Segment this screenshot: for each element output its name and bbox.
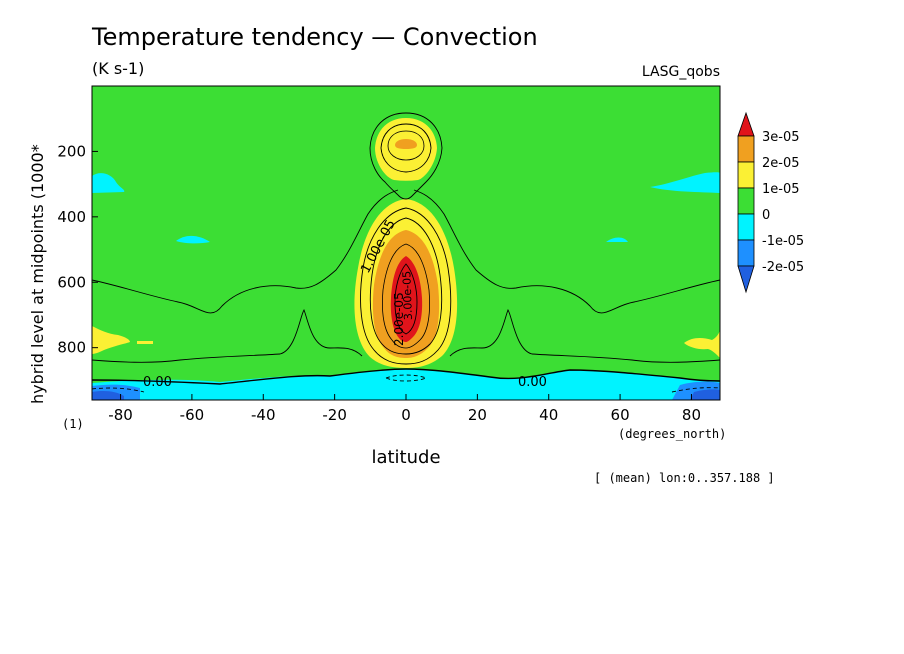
colorbar: 3e-05 2e-05 1e-05 0 -1e-05 -2e-05: [737, 111, 804, 294]
colorbar-label: 3e-05: [762, 130, 800, 145]
y-tick-label: 600: [57, 273, 86, 291]
field-positive-patch-w: [92, 326, 130, 354]
contour-line-upper-outer: [369, 112, 443, 200]
chart-title: Temperature tendency — Convection: [91, 23, 538, 51]
x-tick-label: 0: [401, 406, 411, 424]
field-negative-patch-nw: [92, 173, 125, 193]
plot-area: 0.00 0.00 1.00e-05 2.00e-05 3.00e-05: [92, 86, 720, 400]
x-tick-label: 80: [682, 406, 701, 424]
colorbar-bottom-arrow: [737, 265, 755, 294]
y-tick-label: 200: [57, 142, 86, 160]
contour-line-lower-peak: [394, 263, 418, 335]
contour-line-negative-surface: [92, 374, 720, 393]
x-tick-label: 60: [611, 406, 630, 424]
colorbar-swatch-2e-3e: [737, 135, 755, 163]
contour-line-lower-outer: [360, 207, 452, 365]
x-axis: -80 -60 -40 -20 0 20 40 60 80: [108, 394, 701, 424]
colorbar-label: 2e-05: [762, 156, 800, 171]
colorbar-swatch-1e-2e: [737, 161, 755, 189]
field-positive-upper-peak: [395, 139, 417, 149]
field-negative-near-surface: [92, 369, 720, 400]
contour-label-2e-05: 2.00e-05: [392, 292, 406, 346]
field-positive-patch-w2: [137, 341, 153, 344]
y-axis-label: hybrid level at midpoints (1000*: [28, 144, 47, 404]
contour-line-upper-mid: [380, 123, 432, 173]
contour-label-3e-05: 3.00e-05: [400, 271, 415, 321]
contour-line-lower-mid: [369, 217, 443, 355]
contour-line-wide-lower: [92, 309, 720, 363]
x-tick-label: -20: [322, 406, 347, 424]
contour-lines: [92, 112, 720, 393]
field-negative-patch-w: [176, 235, 210, 244]
y-scale-note: (1): [62, 417, 84, 431]
contour-label-zero-right: 0.00: [518, 375, 547, 390]
y-axis: 200 400 600 800: [57, 142, 98, 357]
y-tick-label: 800: [57, 339, 86, 357]
y-tick-label: 400: [57, 208, 86, 226]
colorbar-swatch-0-1e: [737, 187, 755, 215]
subset-note: [ (mean) lon:0..357.188 ]: [594, 471, 775, 485]
colorbar-label: 1e-05: [762, 182, 800, 197]
x-units-label: (degrees_north): [618, 427, 726, 441]
x-axis-label: latitude: [371, 447, 440, 468]
contour-line-zero: [92, 368, 720, 385]
x-tick-label: 40: [539, 406, 558, 424]
colorbar-label: 0: [762, 208, 770, 223]
model-label: LASG_qobs: [642, 64, 720, 80]
units-label: (K s-1): [92, 59, 144, 78]
colorbar-swatch-m1e-0: [737, 213, 755, 241]
field-negative-patch-e: [606, 237, 628, 242]
contour-label-zero-left: 0.00: [143, 375, 172, 390]
x-tick-label: -80: [108, 406, 133, 424]
field-negative-patch-ne: [650, 172, 720, 193]
colorbar-swatch-m2e-m1e: [737, 239, 755, 267]
contour-line-wide-upper: [92, 189, 720, 314]
colorbar-top-arrow: [737, 111, 755, 137]
colorbar-label: -2e-05: [762, 260, 804, 275]
colorbar-label: -1e-05: [762, 234, 804, 249]
x-tick-label: 20: [468, 406, 487, 424]
x-tick-label: -40: [251, 406, 276, 424]
field-positive-patch-e: [684, 330, 720, 358]
x-tick-label: -60: [180, 406, 205, 424]
